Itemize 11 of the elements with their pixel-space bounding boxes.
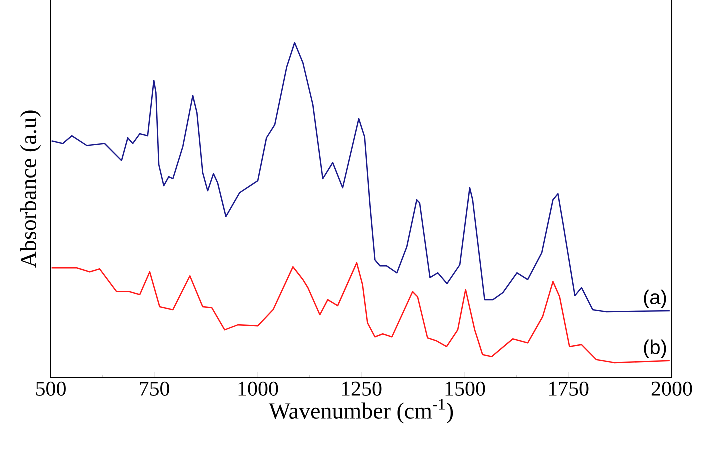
x-tick-label: 1000 bbox=[238, 382, 278, 396]
x-tick-label: 1250 bbox=[342, 382, 382, 396]
series-label: (b) bbox=[644, 340, 666, 358]
x-tick-label: 1500 bbox=[446, 382, 486, 396]
x-tick-label: 2000 bbox=[652, 382, 692, 396]
x-tick-label: 750 bbox=[140, 382, 170, 396]
y-axis-title: Absorbance (a.u) bbox=[20, 110, 42, 268]
x-axis-title: Wavenumber (cm$^{-1}$) bbox=[268, 399, 454, 424]
x-tick-label: 1750 bbox=[549, 382, 589, 396]
series-label: (a) bbox=[644, 290, 666, 308]
x-tick-label: 500 bbox=[36, 382, 66, 396]
